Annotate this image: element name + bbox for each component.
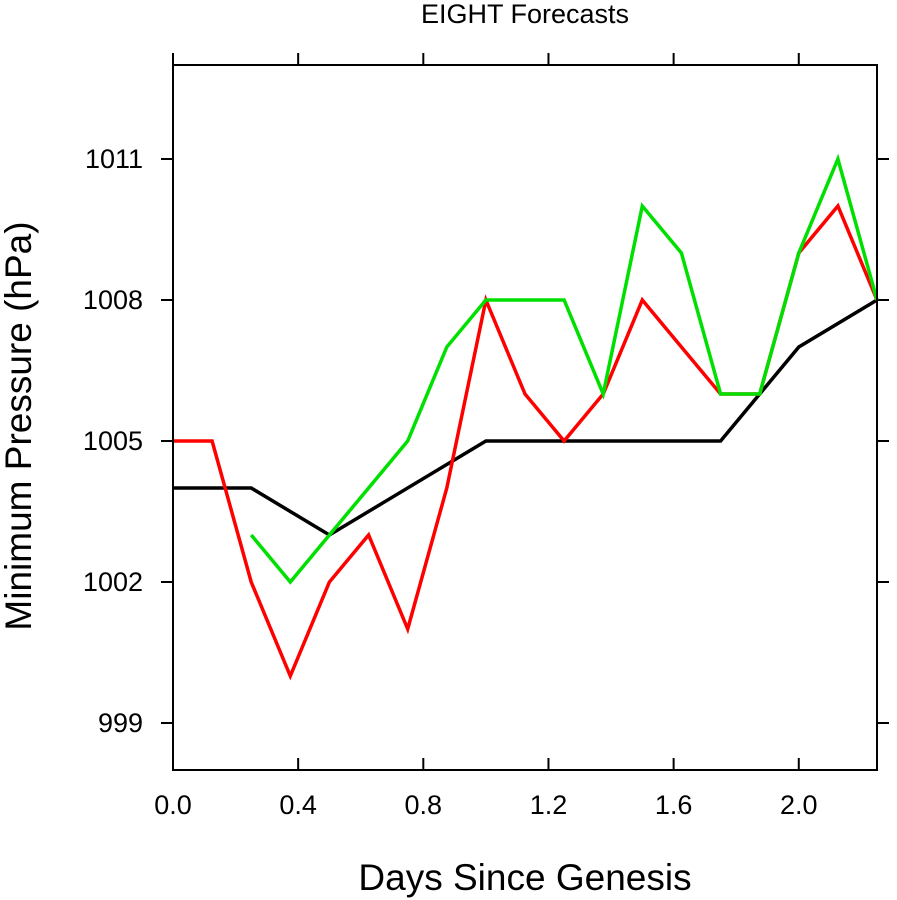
x-axis-title: Days Since Genesis (358, 857, 691, 898)
y-tick-label: 999 (98, 708, 143, 738)
y-axis-title: Minimum Pressure (hPa) (0, 221, 39, 630)
x-tick-label: 2.0 (780, 790, 818, 820)
series-lines (173, 153, 879, 681)
y-tick-label: 1011 (85, 144, 143, 174)
x-tick-label: 1.6 (655, 790, 693, 820)
chart-title: EIGHT Forecasts (421, 0, 629, 29)
y-tick-label: 1002 (83, 567, 143, 597)
series-line-3 (249, 153, 879, 585)
series-line-1 (173, 298, 878, 538)
x-tick-label: 0.4 (279, 790, 317, 820)
y-tick-label: 1008 (83, 285, 143, 315)
x-tick-label: 1.2 (530, 790, 568, 820)
y-tick-label: 1005 (83, 426, 143, 456)
axis-ticks: 0.0 0.4 0.8 1.2 1.6 2.0 999 1002 1005 1008 1011 (83, 53, 889, 820)
x-tick-label: 0.8 (405, 790, 443, 820)
x-tick-label: 0.0 (154, 790, 192, 820)
plot-frame (172, 64, 878, 771)
